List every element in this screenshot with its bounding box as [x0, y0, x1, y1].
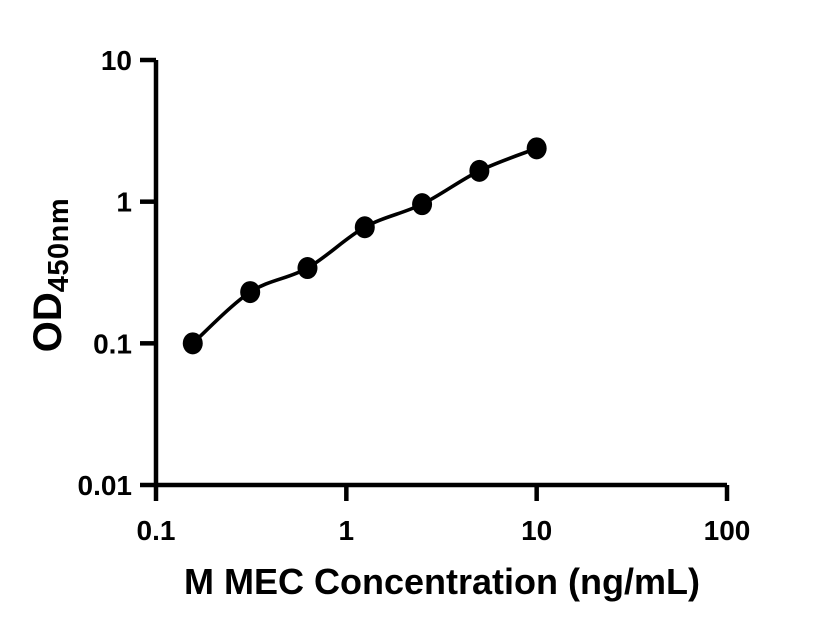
y-axis-title-subscript: 450nm	[43, 197, 75, 293]
data-point	[297, 257, 318, 280]
y-axis-title-main: OD	[26, 292, 70, 353]
y-axis-title: OD450nm	[25, 189, 75, 361]
y-tick-label: 0.1	[93, 328, 132, 359]
x-tick-label: 0.1	[137, 515, 176, 546]
y-tick-label: 0.01	[78, 470, 133, 501]
data-point	[469, 159, 490, 182]
data-point	[354, 216, 375, 239]
x-tick-label: 1	[339, 515, 355, 546]
y-tick-label: 1	[116, 187, 132, 218]
axis-spines	[153, 60, 727, 488]
y-tick-label: 10	[101, 45, 132, 76]
x-axis-title: M MEC Concentration (ng/mL)	[184, 561, 700, 602]
data-point	[412, 193, 433, 216]
data-point	[182, 332, 203, 355]
data-point	[526, 137, 547, 160]
x-tick-label: 100	[704, 515, 751, 546]
x-tick-label: 10	[521, 515, 552, 546]
data-point	[240, 281, 261, 304]
